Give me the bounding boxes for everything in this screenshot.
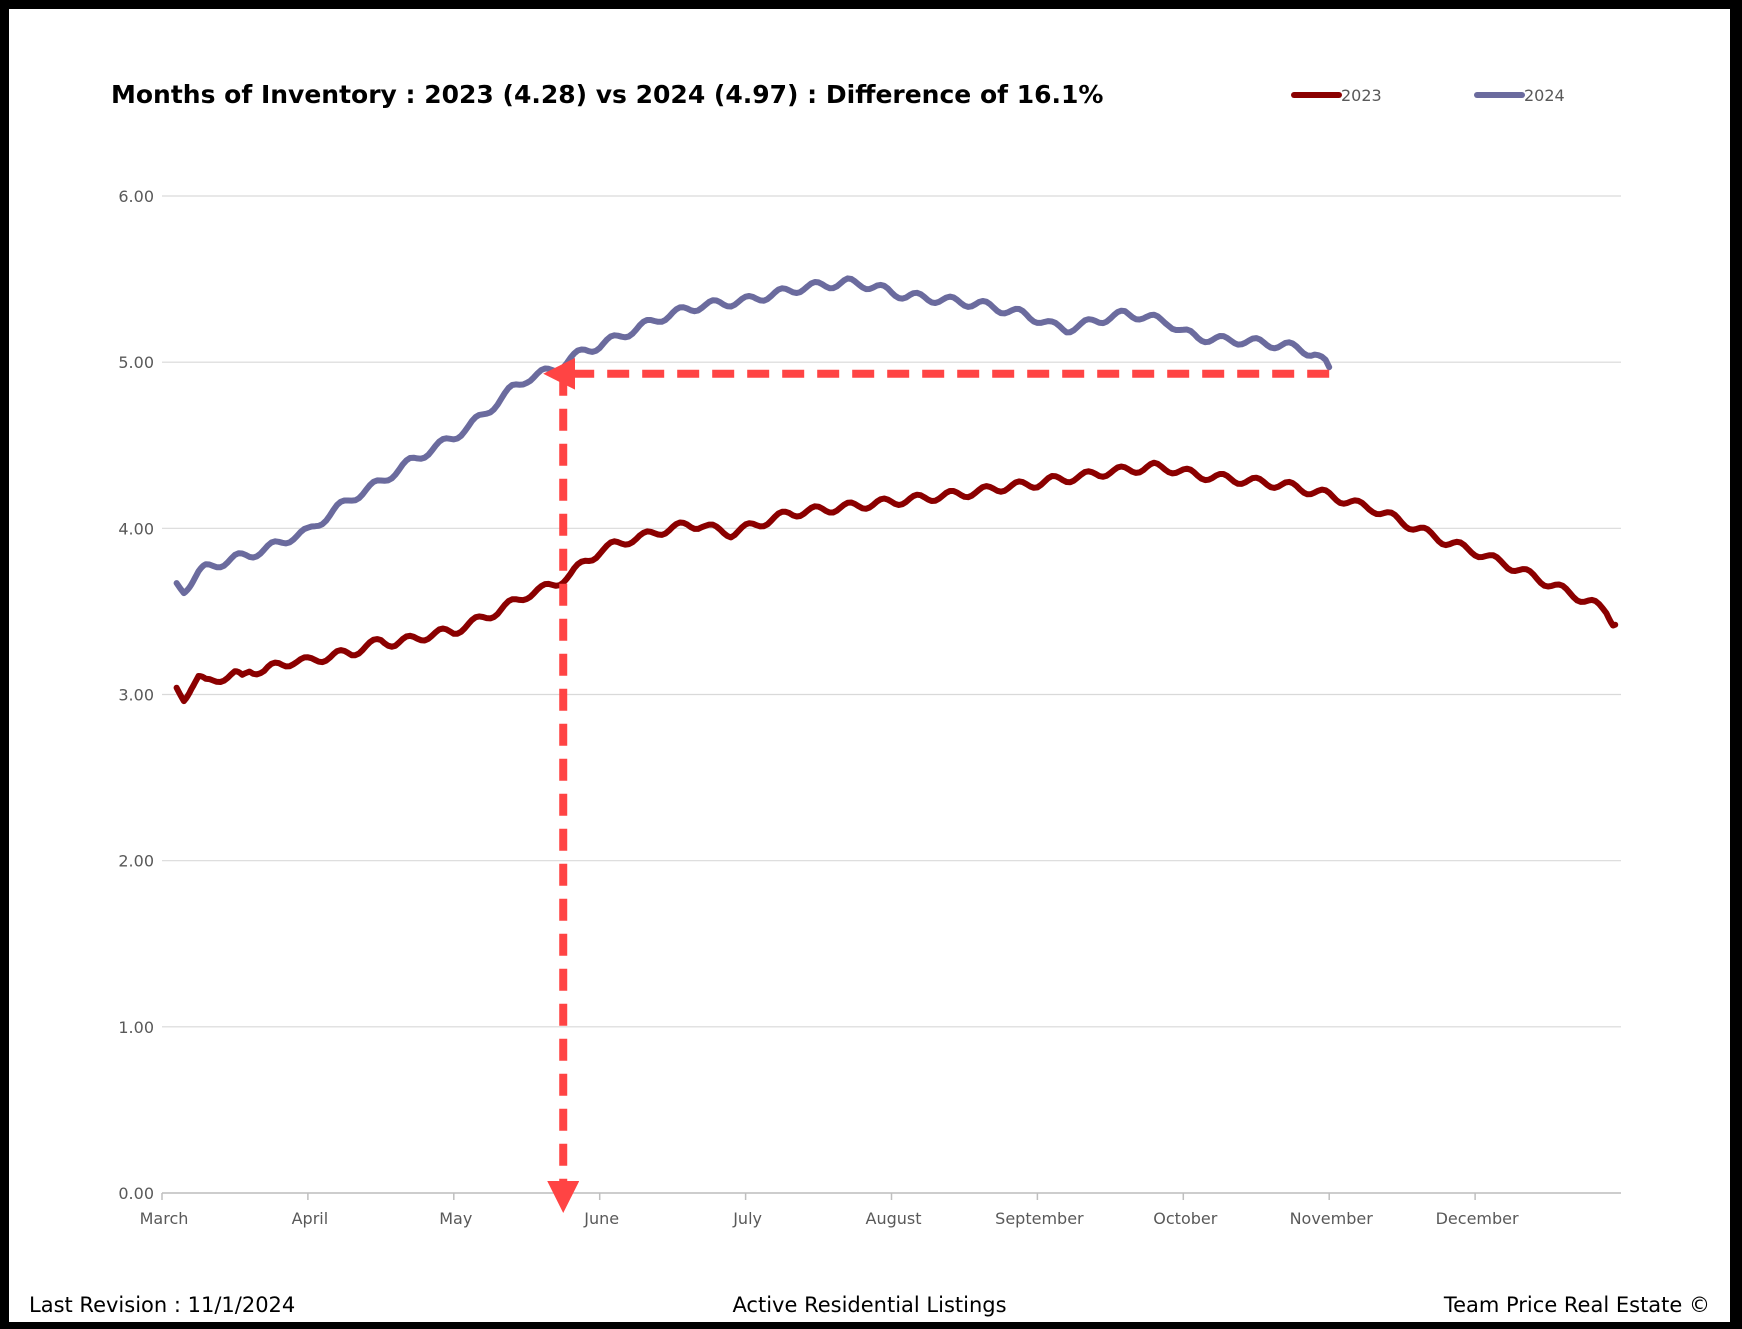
y-tick-label: 1.00 [118,1018,154,1037]
x-tick-label: October [1153,1209,1217,1228]
gridlines [162,195,1621,1194]
x-tick-label: May [439,1209,472,1228]
x-tick-label: June [583,1209,619,1228]
x-tick-label: December [1436,1209,1519,1228]
copyright-text: Team Price Real Estate © [1443,1293,1710,1317]
y-tick-label: 6.00 [118,187,154,206]
series-line-2024 [173,275,1333,597]
x-tick-label: August [866,1209,922,1228]
series-line-2023 [173,459,1619,705]
x-tick-label: November [1290,1209,1374,1228]
y-tick-label: 3.00 [118,686,154,705]
legend: 2023 2024 [1291,86,1565,105]
line-chart: March April May June July August September Octo… [111,80,1621,1228]
y-tick-label: 2.00 [118,852,154,871]
annotation-arrows [543,357,1330,1213]
last-revision-text: Last Revision : 11/1/2024 [29,1293,296,1317]
x-tick-label: April [292,1209,329,1228]
listing-type-text: Active Residential Listings [732,1293,1007,1317]
x-tick-label: March [140,1209,189,1228]
legend-label-2024: 2024 [1524,86,1565,105]
series-lines [173,275,1619,705]
x-tick-label: July [732,1209,762,1228]
legend-label-2023: 2023 [1341,86,1382,105]
y-tick-label: 5.00 [118,353,154,372]
y-tick-label: 4.00 [118,519,154,538]
y-axis: 0.00 1.00 2.00 3.00 4.00 5.00 6.00 [118,187,154,1203]
y-tick-label: 0.00 [118,1184,154,1203]
x-tick-label: September [995,1209,1084,1228]
chart-title: Months of Inventory : 2023 (4.28) vs 202… [111,80,1103,109]
x-axis: March April May June July August September Octo… [140,1192,1621,1228]
chart-frame: March April May June July August September Octo… [9,9,1730,1322]
